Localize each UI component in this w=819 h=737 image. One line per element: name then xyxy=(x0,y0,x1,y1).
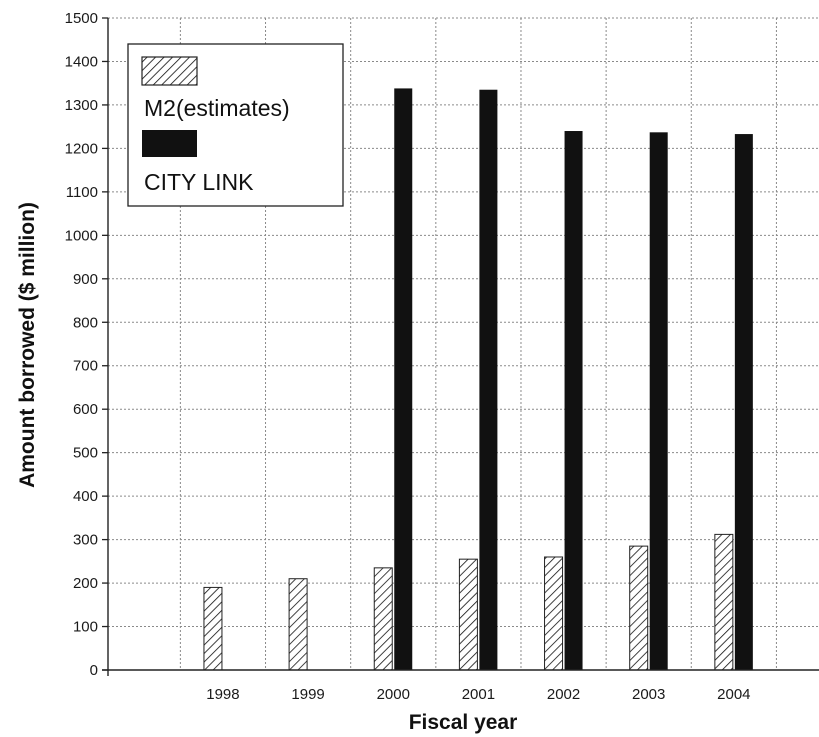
axes xyxy=(102,17,819,676)
bar-city-link xyxy=(479,89,498,671)
tick-labels: 0 100 200 300 400 500 600 700 800 900 1000 1100 1200… xyxy=(65,10,751,703)
bar-m2-estimates xyxy=(373,567,393,671)
legend-label-m2: M2(estimates) xyxy=(144,95,290,121)
y-tick-label: 100 xyxy=(73,619,98,636)
x-tick-label: 2003 xyxy=(632,686,665,703)
bars xyxy=(203,88,753,671)
x-tick-label: 1999 xyxy=(291,686,324,703)
y-tick-label: 300 xyxy=(73,532,98,549)
y-tick-label: 400 xyxy=(73,488,98,505)
y-tick-label: 1400 xyxy=(65,53,98,70)
legend-swatch-m2 xyxy=(141,56,198,86)
legend-label-city-link: CITY LINK xyxy=(144,169,254,195)
bar-city-link xyxy=(564,131,583,671)
y-tick-label: 900 xyxy=(73,271,98,288)
bar-m2-estimates xyxy=(458,558,478,671)
bar-m2-estimates xyxy=(288,578,308,671)
y-tick-label: 1100 xyxy=(66,184,98,201)
bar-m2-estimates xyxy=(629,545,649,671)
bar-m2-estimates xyxy=(544,556,564,671)
bar-city-link xyxy=(649,132,668,671)
y-axis-title: Amount borrowed ($ million) xyxy=(16,202,39,488)
y-tick-label: 1500 xyxy=(65,10,98,27)
y-tick-label: 800 xyxy=(73,314,98,331)
bar-m2-estimates xyxy=(714,533,734,671)
x-tick-label: 2004 xyxy=(717,686,750,703)
legend: M2(estimates) CITY LINK xyxy=(127,43,344,207)
x-axis-title: Fiscal year xyxy=(409,711,518,734)
legend-swatch-city-link xyxy=(142,130,197,157)
y-tick-label: 1000 xyxy=(65,227,98,244)
bar-m2-estimates xyxy=(203,586,223,671)
y-tick-label: 700 xyxy=(73,358,98,375)
y-tick-label: 1200 xyxy=(65,140,98,157)
y-tick-label: 0 xyxy=(90,662,98,679)
x-tick-label: 2001 xyxy=(462,686,495,703)
y-tick-label: 600 xyxy=(73,401,98,418)
y-tick-label: 200 xyxy=(73,575,98,592)
bar-city-link xyxy=(734,134,753,670)
x-tick-label: 2000 xyxy=(377,686,410,703)
y-tick-label: 1300 xyxy=(65,97,98,114)
y-tick-label: 500 xyxy=(73,445,98,462)
bar-city-link xyxy=(394,88,413,670)
x-tick-label: 1998 xyxy=(206,686,239,703)
x-tick-label: 2002 xyxy=(547,686,580,703)
